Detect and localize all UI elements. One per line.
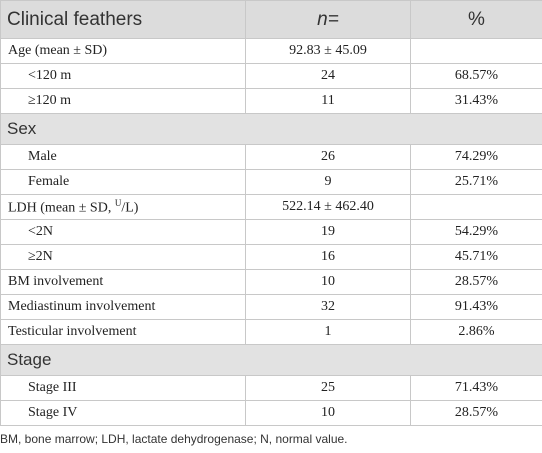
table-row: BM involvement 10 28.57% (0, 269, 542, 295)
table-cell: 24 (245, 63, 411, 89)
cell-text-part: /L) (121, 200, 139, 216)
table-cell: 19 (245, 219, 411, 245)
table-row: Stage IV 10 28.57% (0, 400, 542, 426)
header-row: Clinical feathers n=% (0, 0, 542, 39)
footnote: BM, bone marrow; LDH, lactate dehydrogen… (0, 432, 348, 446)
table-cell: 25.71% (410, 169, 542, 195)
section-row: Stage (0, 344, 542, 376)
table-cell: ≥120 m (0, 88, 246, 114)
table-cell: Mediastinum involvement (0, 294, 246, 320)
table-cell: Testicular involvement (0, 319, 246, 345)
table-cell: 9 (245, 169, 411, 195)
table-cell: 32 (245, 294, 411, 320)
section-cell: Stage (0, 344, 542, 376)
table-cell: % (410, 0, 542, 39)
table-cell: 25 (245, 375, 411, 401)
section-cell: Sex (0, 113, 542, 145)
table-row: Testicular involvement 1 2.86% (0, 319, 542, 345)
cell-text-part: LDH (mean ± SD, (8, 200, 115, 216)
cell-text-part: U (114, 197, 122, 208)
table-cell: 26 (245, 144, 411, 170)
table: Clinical feathers n=% Age (mean ± SD) 92.83… (0, 0, 542, 426)
table-cell: Stage III (0, 375, 246, 401)
table-cell: Male (0, 144, 246, 170)
table-cell: 10 (245, 269, 411, 295)
table-cell: 28.57% (410, 269, 542, 295)
table-cell: 45.71% (410, 244, 542, 270)
table-cell: LDH (mean ± SD, U/L) (0, 194, 246, 220)
table-cell: <2N (0, 219, 246, 245)
section-row: Sex (0, 113, 542, 145)
table-cell: ≥2N (0, 244, 246, 270)
table-cell: 31.43% (410, 88, 542, 114)
table-cell: Female (0, 169, 246, 195)
table-row: <120 m 24 68.57% (0, 63, 542, 89)
table-cell: 2.86% (410, 319, 542, 345)
table-row: ≥2N 16 45.71% (0, 244, 542, 270)
table-cell: 68.57% (410, 63, 542, 89)
table-cell: Age (mean ± SD) (0, 38, 246, 64)
table-cell: 74.29% (410, 144, 542, 170)
table-cell: 28.57% (410, 400, 542, 426)
table-row: Stage III 25 71.43% (0, 375, 542, 401)
table-cell: 11 (245, 88, 411, 114)
table-cell: 16 (245, 244, 411, 270)
table-row: <2N 19 54.29% (0, 219, 542, 245)
table-cell: 522.14 ± 462.40 (245, 194, 411, 220)
table-cell: 1 (245, 319, 411, 345)
table-cell: 91.43% (410, 294, 542, 320)
table-cell: n= (245, 0, 411, 39)
table-cell: Clinical feathers (0, 0, 246, 39)
table-row: Male 26 74.29% (0, 144, 542, 170)
table-cell (410, 194, 542, 220)
table-row: Age (mean ± SD) 92.83 ± 45.09 (0, 38, 542, 64)
table-cell: BM involvement (0, 269, 246, 295)
table-cell: 54.29% (410, 219, 542, 245)
table-cell: 10 (245, 400, 411, 426)
table-row: ≥120 m 11 31.43% (0, 88, 542, 114)
table-cell: Stage IV (0, 400, 246, 426)
table-cell: <120 m (0, 63, 246, 89)
table-row: Female 9 25.71% (0, 169, 542, 195)
table-cell: 71.43% (410, 375, 542, 401)
table-cell: 92.83 ± 45.09 (245, 38, 411, 64)
table-row: Mediastinum involvement 32 91.43% (0, 294, 542, 320)
table-row: LDH (mean ± SD, U/L) 522.14 ± 462.40 (0, 194, 542, 220)
table-cell (410, 38, 542, 64)
